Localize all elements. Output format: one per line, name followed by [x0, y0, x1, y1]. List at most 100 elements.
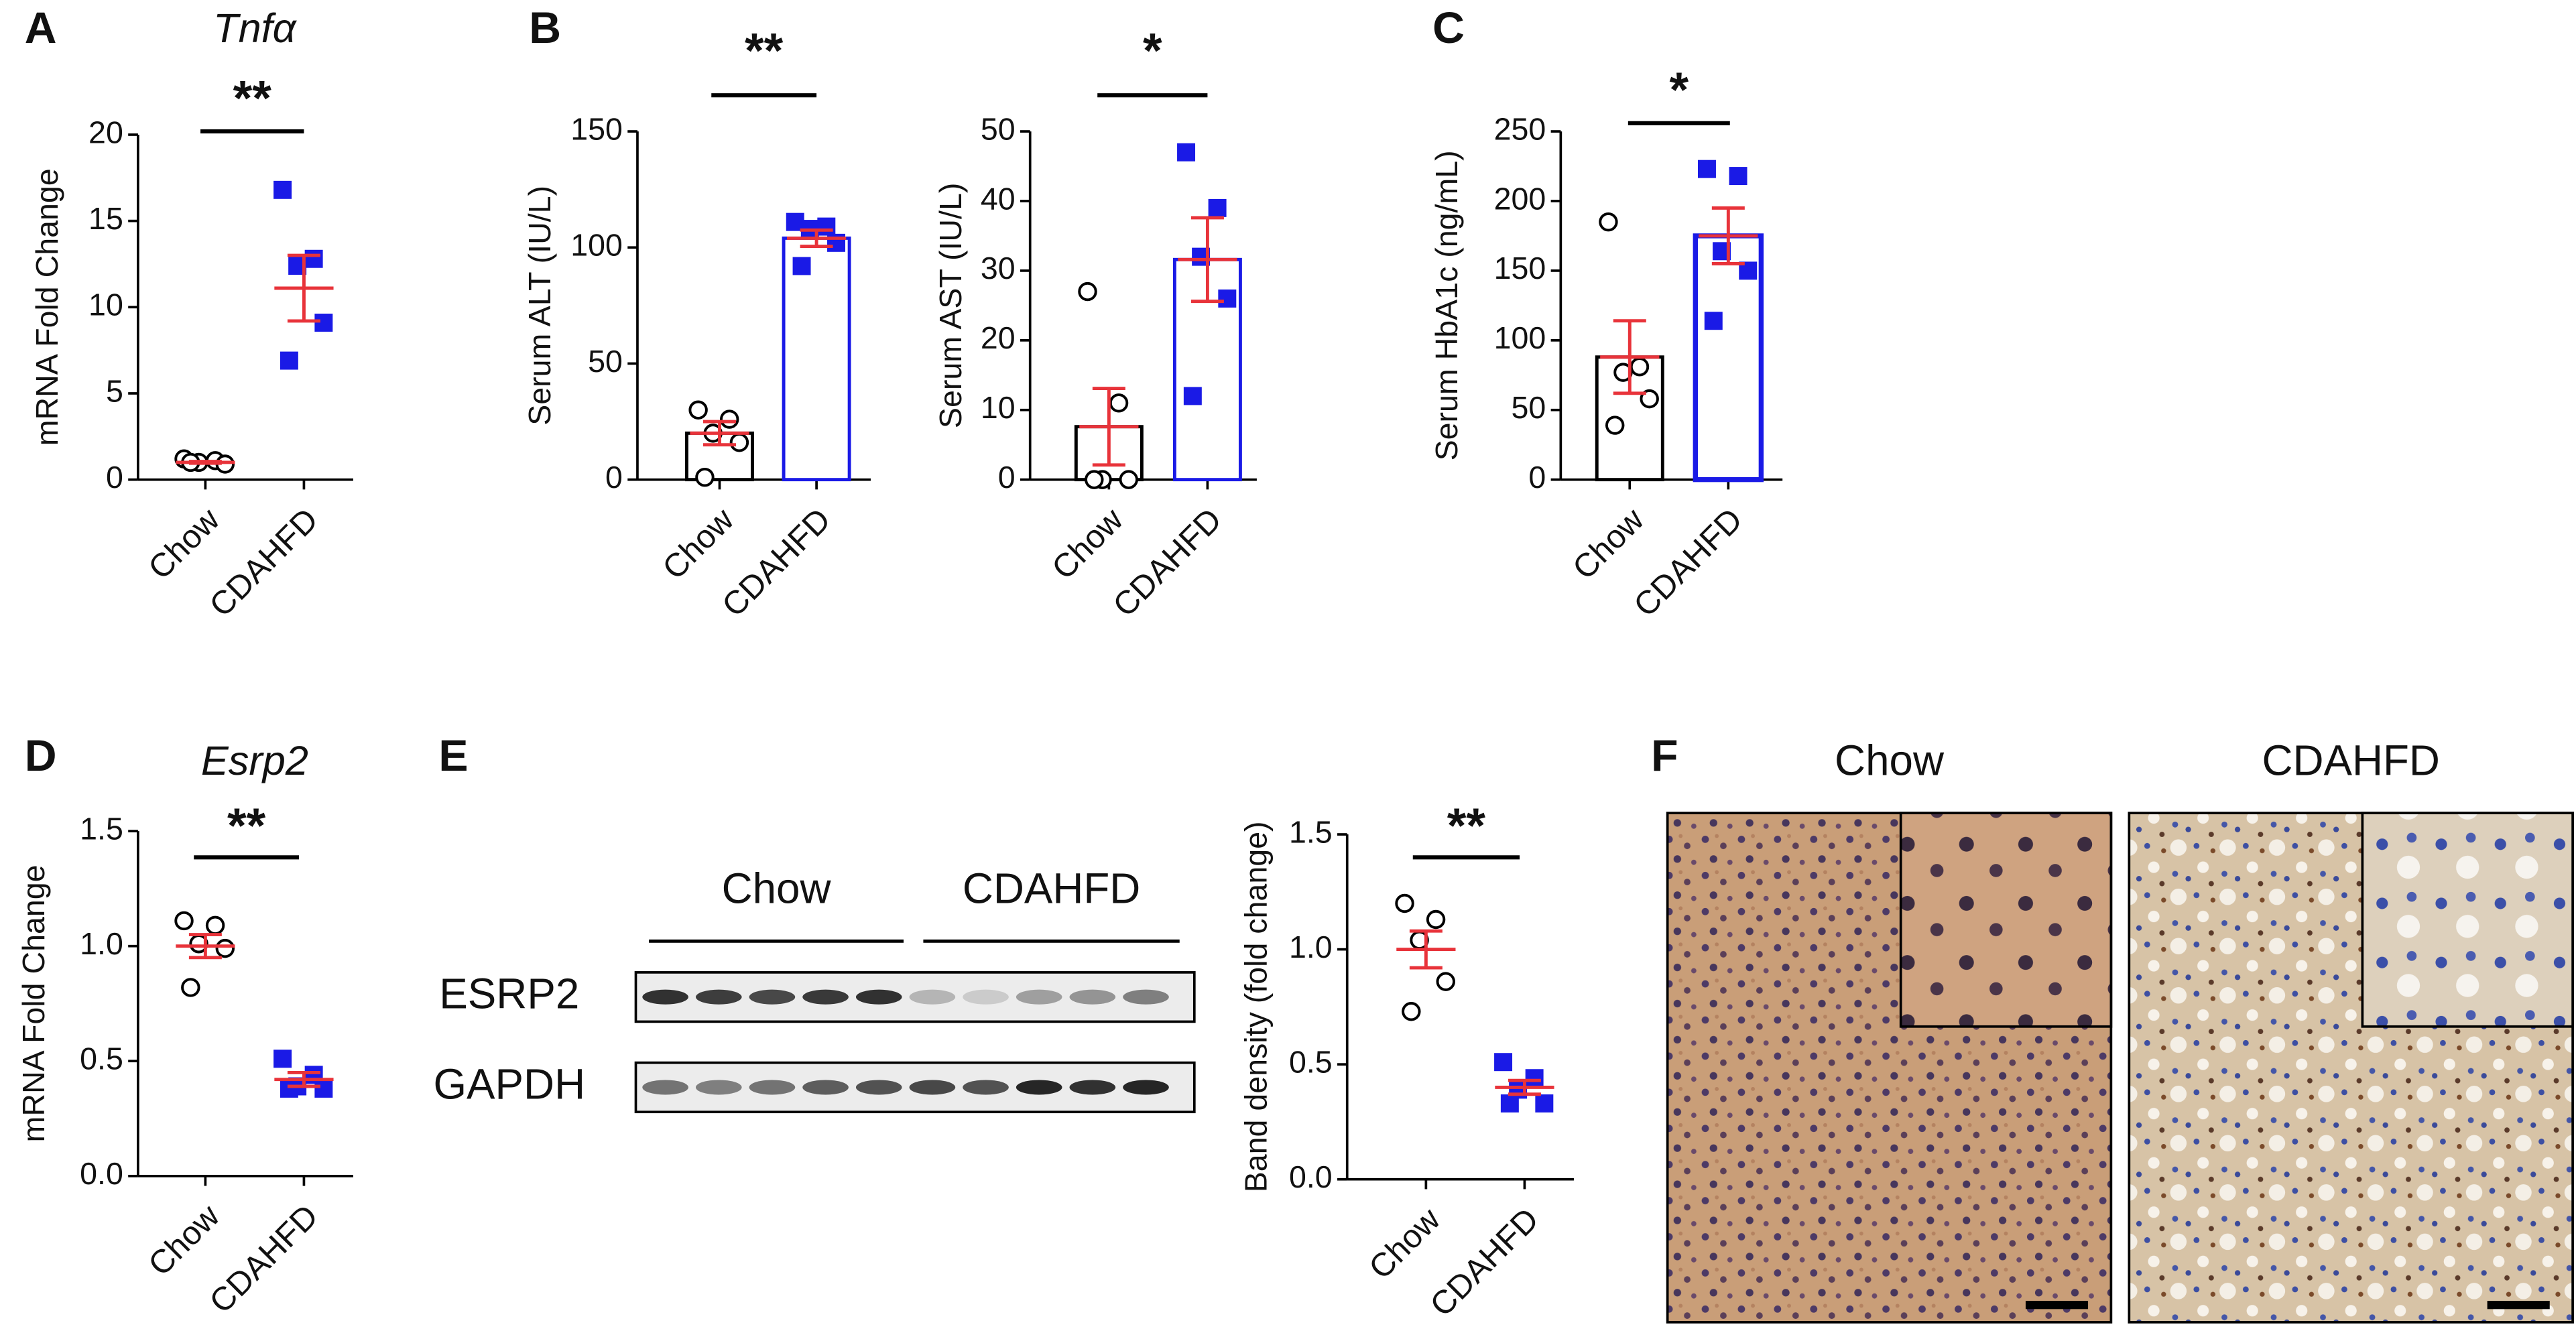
significance: *	[1143, 22, 1162, 78]
panel-letter: E	[438, 731, 468, 781]
data-point	[1218, 289, 1237, 308]
data-point	[1208, 198, 1227, 217]
y-tick-label: 0.5	[1289, 1044, 1333, 1079]
blot-band	[909, 1080, 956, 1095]
y-tick-label: 5	[106, 373, 123, 408]
y-tick-label: 0	[998, 460, 1016, 495]
y-tick-label: 1.5	[80, 811, 123, 846]
data-point	[1494, 1053, 1513, 1072]
y-tick-label: 10	[88, 288, 123, 322]
scale-bar	[2025, 1301, 2089, 1310]
bar	[782, 236, 851, 482]
blot-group-label: CDAHFD	[963, 865, 1141, 913]
y-axis-label: Serum AST (IU/L)	[933, 183, 968, 428]
significance: **	[1447, 798, 1486, 853]
histology-inset	[1899, 812, 2113, 1028]
panel-letter: B	[529, 3, 561, 53]
significance: **	[227, 798, 266, 853]
y-tick-label: 0.5	[80, 1041, 123, 1076]
data-point	[1177, 143, 1196, 162]
data-point	[1500, 1094, 1519, 1112]
blot-band	[909, 989, 956, 1005]
y-tick-label: 0	[1528, 460, 1546, 495]
blot-band	[963, 1080, 1009, 1095]
panel-letter: C	[1432, 3, 1465, 53]
blot-band	[749, 989, 796, 1005]
data-point	[314, 313, 333, 332]
y-tick-label: 0.0	[80, 1156, 123, 1191]
data-point	[1085, 470, 1104, 489]
y-tick-label: 50	[981, 111, 1016, 146]
y-axis-label: Serum ALT (IU/L)	[522, 186, 557, 426]
data-point	[827, 233, 845, 252]
y-axis-label: Band density (fold change)	[1239, 822, 1274, 1193]
panel-letter: F	[1651, 731, 1678, 781]
y-tick-label: 20	[88, 115, 123, 149]
blot-band	[963, 989, 1009, 1005]
data-point	[1109, 393, 1129, 413]
data-point	[314, 1079, 333, 1098]
blot-row-label: GAPDH	[433, 1060, 585, 1108]
blot-band	[1069, 989, 1116, 1005]
data-point	[1599, 212, 1618, 232]
data-point	[1704, 312, 1723, 330]
blot-band	[695, 1080, 742, 1095]
significance: **	[233, 70, 272, 125]
data-point	[215, 938, 235, 958]
blot-band	[642, 989, 688, 1005]
histology-inset	[2361, 812, 2574, 1028]
y-tick-label: 15	[88, 201, 123, 236]
y-tick-label: 150	[1494, 251, 1546, 285]
y-tick-label: 100	[1494, 320, 1546, 355]
data-point	[1395, 893, 1414, 913]
y-tick-label: 30	[981, 251, 1016, 285]
blot-band	[802, 989, 849, 1005]
chart-title: Tnfα	[213, 5, 298, 51]
blot-group-label: Chow	[722, 865, 832, 913]
data-point	[695, 467, 715, 487]
histology-label: CDAHFD	[2262, 736, 2440, 784]
data-point	[205, 915, 225, 936]
data-point	[1426, 909, 1446, 930]
panel-letter: A	[25, 3, 57, 53]
data-point	[688, 400, 708, 420]
y-tick-label: 40	[981, 181, 1016, 216]
data-point	[280, 351, 298, 370]
data-point	[729, 433, 749, 452]
blot-band	[1123, 989, 1169, 1005]
data-point	[1525, 1069, 1544, 1088]
y-tick-label: 0.0	[1289, 1159, 1333, 1194]
data-point	[273, 180, 292, 199]
data-point	[1078, 281, 1097, 302]
y-tick-label: 200	[1494, 181, 1546, 216]
y-tick-label: 20	[981, 320, 1016, 355]
data-point	[1630, 357, 1650, 377]
data-point	[273, 1049, 292, 1068]
data-point	[1605, 416, 1625, 435]
y-tick-label: 1.0	[1289, 930, 1333, 964]
y-tick-label: 100	[570, 228, 623, 263]
y-tick-label: 1.0	[80, 926, 123, 961]
data-point	[1535, 1094, 1554, 1112]
chart-title: Esrp2	[201, 738, 308, 783]
blot-band	[1016, 1080, 1062, 1095]
data-point	[1436, 972, 1455, 991]
y-axis-label: mRNA Fold Change	[16, 865, 51, 1142]
y-tick-label: 250	[1494, 111, 1546, 146]
data-point	[304, 249, 323, 268]
y-tick-label: 0	[605, 460, 623, 495]
scale-bar	[2487, 1301, 2550, 1310]
blot-band	[1123, 1080, 1169, 1095]
blot-row-label: ESRP2	[439, 970, 579, 1018]
blot-band	[749, 1080, 796, 1095]
y-tick-label: 0	[106, 460, 123, 495]
y-axis-label: Serum HbA1c (ng/mL)	[1429, 150, 1464, 460]
data-point	[792, 257, 811, 275]
y-tick-label: 1.5	[1289, 814, 1333, 849]
y-axis-label: mRNA Fold Change	[29, 168, 64, 446]
y-tick-label: 150	[570, 111, 623, 146]
data-point	[280, 1079, 298, 1098]
blot-band	[855, 1080, 902, 1095]
